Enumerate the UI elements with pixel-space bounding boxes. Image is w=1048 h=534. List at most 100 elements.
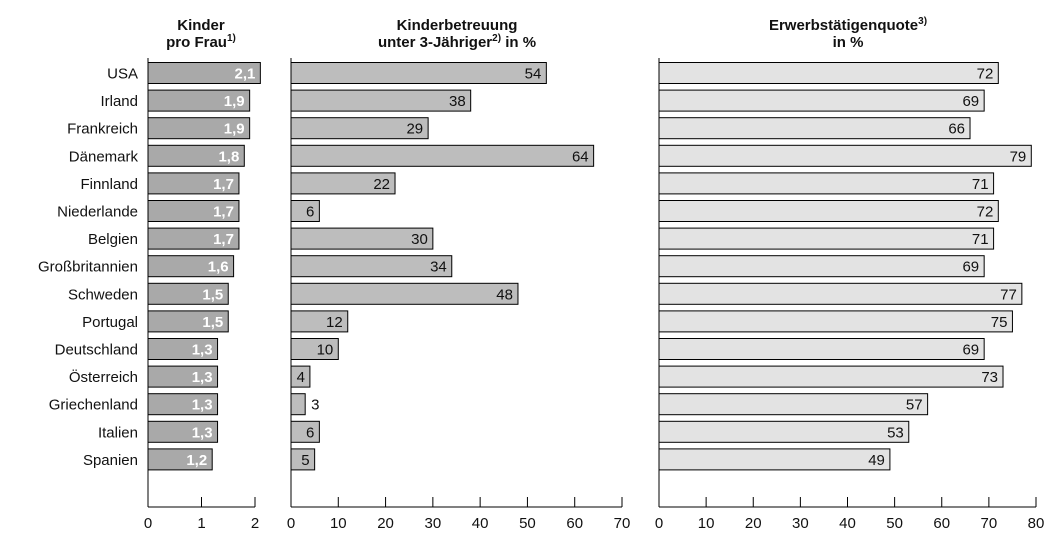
panel-title-line-2: unter 3-Jähriger2) in % [378,33,536,51]
bar-value-label: 49 [868,452,885,469]
bar-value-label: 1,7 [213,204,234,221]
bar-value-label: 38 [449,93,466,110]
x-tick-label: 0 [144,515,152,532]
title-footnote-mark: 1) [227,33,236,44]
bar-value-label: 77 [1000,286,1017,303]
bar-value-label: 1,2 [186,452,207,469]
bar [290,89,472,112]
bar [658,89,985,112]
title-footnote-mark: 3) [918,16,927,27]
bar [658,117,971,140]
bar [147,448,213,471]
panel-title-line-1: Erwerbstätigenquote3) [769,16,927,34]
category-label: USA [107,66,138,83]
x-tick-label: 30 [425,515,442,532]
bar [147,282,229,305]
x-tick-label: 30 [792,515,809,532]
bar [147,420,219,443]
bar [147,310,229,333]
x-tick-label: 20 [745,515,762,532]
bar [658,62,999,84]
bar [658,200,999,222]
bar [658,144,1032,167]
x-tick-label: 10 [698,515,715,532]
bar-value-label: 66 [948,121,965,138]
bar [290,310,349,333]
bar-value-label: 1,7 [213,176,234,193]
bar-value-label: 29 [406,121,423,138]
bar [658,448,891,471]
x-tick-label: 20 [377,515,394,532]
bar [290,144,595,167]
category-label: Niederlande [57,204,138,221]
bar-value-label: 69 [962,93,979,110]
bar [147,172,240,195]
x-tick-label: 0 [287,515,295,532]
bar-value-label: 12 [326,314,343,331]
bar [658,282,1023,305]
panel-title-line-1: Kinderbetreuung [397,17,518,34]
bar [147,393,219,416]
bar-value-label: 1,5 [202,286,223,303]
bar-value-label: 6 [306,204,314,221]
chart-panel-3: Erwerbstätigenquote3)in % 0 10 20 30 40 50 60 70… [655,16,1045,532]
bar-value-label: 4 [297,369,305,386]
bar-value-label: 1,7 [213,231,234,248]
bar [147,338,219,360]
bar-value-label: 64 [572,148,589,165]
bar [290,420,320,443]
bar [147,117,251,140]
bar-value-label: 79 [1010,148,1027,165]
category-label: Dänemark [69,148,139,165]
bar [147,227,240,250]
bar [290,117,429,140]
bar-value-label: 69 [962,342,979,359]
x-tick-label: 50 [886,515,903,532]
bar [658,172,995,195]
bar [658,420,910,443]
x-tick-label: 1 [197,515,205,532]
x-tick-label: 60 [566,515,583,532]
bar [147,144,245,167]
bar-value-label: 5 [301,452,309,469]
x-tick-label: 2 [251,515,259,532]
x-tick-label: 70 [981,515,998,532]
bar-value-label: 1,6 [208,259,229,276]
bar-value-label: 30 [411,231,428,248]
bar-value-label: 75 [991,314,1008,331]
x-tick-label: 10 [330,515,347,532]
bar-value-label: 1,3 [192,397,213,414]
bar-value-label: 10 [317,342,334,359]
bar [290,227,434,250]
bar-value-label: 72 [977,204,994,221]
category-label: Schweden [68,286,138,303]
bar-value-label: 3 [311,397,319,414]
panel-title-line-2: in % [833,34,864,51]
bar-value-label: 34 [430,259,447,276]
category-label: Österreich [69,368,138,386]
bar-value-label: 73 [981,369,998,386]
bar [147,255,235,278]
category-label: Belgien [88,231,138,248]
bar [290,282,519,305]
x-tick-label: 40 [472,515,489,532]
x-tick-label: 0 [655,515,663,532]
bar [147,89,251,112]
bar-value-label: 2,1 [234,66,255,83]
bar [147,62,261,84]
category-label: Irland [100,93,138,110]
bar [658,255,985,278]
bar-value-label: 57 [906,397,923,414]
category-label: Großbritannien [38,259,138,276]
bar [290,172,396,195]
bar [290,62,547,84]
bar-value-label: 1,8 [218,148,239,165]
category-label: Deutschland [55,342,138,359]
category-label: Frankreich [67,121,138,138]
bar-value-label: 1,5 [202,314,223,331]
bar [290,255,453,278]
category-label: Italien [98,424,138,441]
